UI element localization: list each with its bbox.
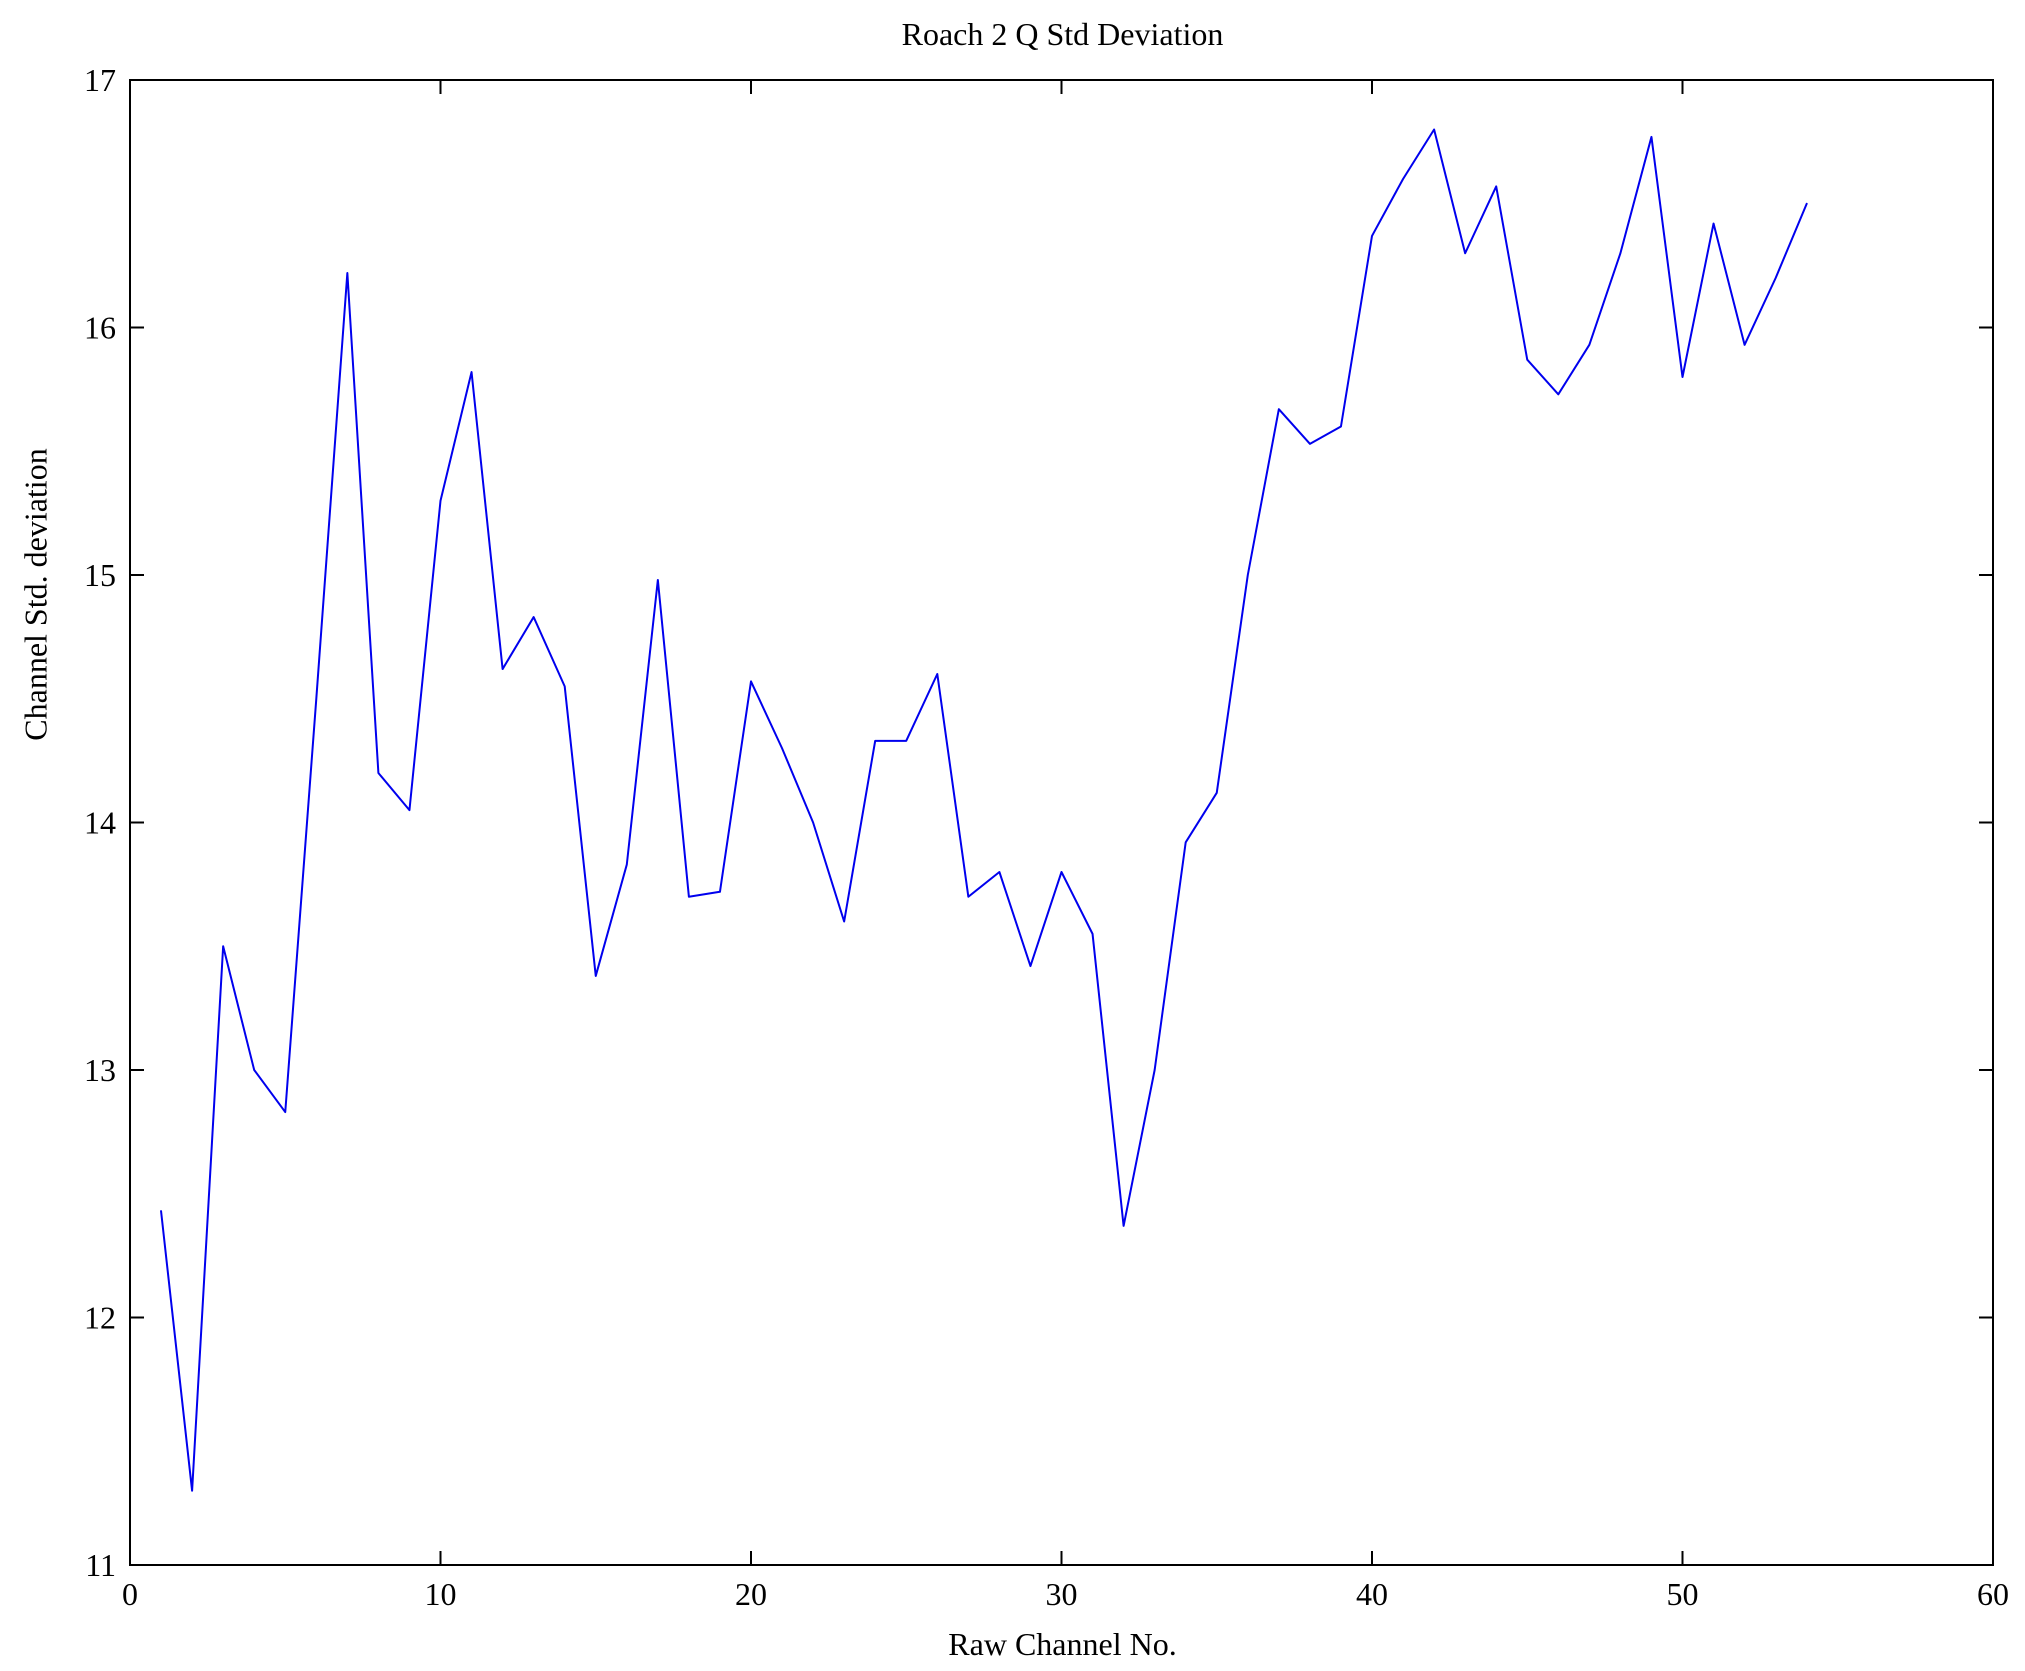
y-tick-label: 13 [84, 1052, 116, 1088]
y-tick-label: 15 [84, 557, 116, 593]
x-tick-label: 60 [1977, 1576, 2009, 1612]
data-series-line [160, 128, 1808, 1492]
x-tick-label: 10 [425, 1576, 457, 1612]
x-tick-label: 40 [1356, 1576, 1388, 1612]
y-tick-label: 12 [84, 1299, 116, 1335]
y-tick-label: 17 [84, 62, 116, 98]
x-tick-label: 20 [735, 1576, 767, 1612]
y-tick-label: 16 [84, 309, 116, 345]
y-tick-label: 11 [85, 1547, 116, 1583]
y-axis-label: Channel Std. deviation [17, 447, 54, 741]
x-tick-label: 0 [122, 1576, 138, 1612]
chart-title: Roach 2 Q Std Deviation [901, 16, 1224, 52]
x-tick-label: 50 [1667, 1576, 1699, 1612]
x-axis-label: Raw Channel No. [948, 1626, 1177, 1662]
y-tick-label: 14 [84, 804, 116, 840]
axes-frame [129, 79, 1994, 1566]
x-tick-label: 30 [1046, 1576, 1078, 1612]
